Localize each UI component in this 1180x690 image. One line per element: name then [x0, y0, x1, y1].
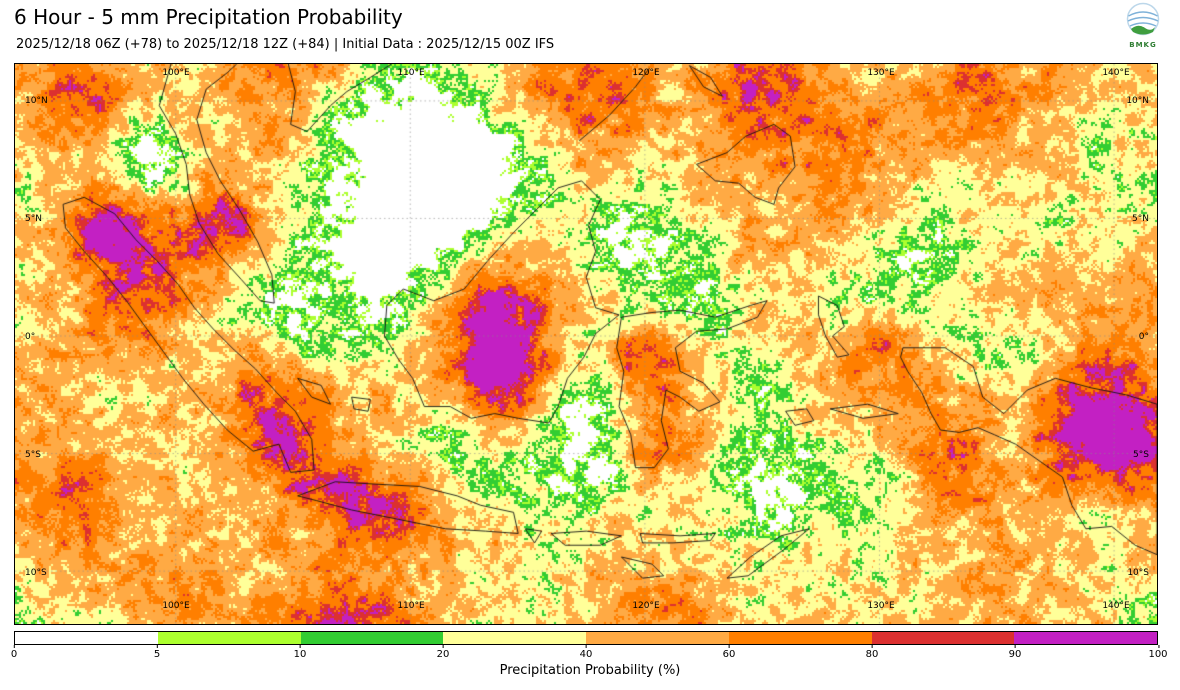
colorbar-segment	[15, 632, 158, 644]
colorbar-segment	[443, 632, 586, 644]
colorbar-tick: 20	[436, 645, 450, 660]
page-title: 6 Hour - 5 mm Precipitation Probability	[14, 5, 403, 29]
bmkg-logo-text: BMKG	[1129, 41, 1157, 49]
colorbar-tick: 100	[1148, 645, 1168, 660]
precipitation-probability-field	[15, 64, 1157, 624]
colorbar-segment	[586, 632, 729, 644]
colorbar-segment	[1014, 632, 1157, 644]
bmkg-logo: BMKG	[1120, 2, 1166, 49]
colorbar-tick: 40	[579, 645, 593, 660]
colorbar-tick: 80	[865, 645, 879, 660]
colorbar-segment	[300, 632, 444, 644]
colorbar-segment	[728, 632, 872, 644]
colorbar-segment	[157, 632, 301, 644]
forecast-period-subtitle: 2025/12/18 06Z (+78) to 2025/12/18 12Z (…	[16, 37, 555, 52]
colorbar-ticks: 0 5 10 20 40 60 80 90 100	[10, 645, 1168, 660]
colorbar-tick: 90	[1008, 645, 1022, 660]
colorbar-tick: 60	[722, 645, 736, 660]
colorbar-tick: 0	[10, 645, 18, 660]
bmkg-logo-icon	[1126, 2, 1160, 36]
colorbar-label: Precipitation Probability (%)	[499, 663, 681, 678]
colorbar-tick: 5	[153, 645, 161, 660]
colorbar-tick: 10	[293, 645, 307, 660]
colorbar-segment	[871, 632, 1015, 644]
map-panel: 100°E 110°E 120°E 130°E 140°E 100°E 110°…	[14, 63, 1158, 625]
colorbar	[14, 631, 1158, 645]
